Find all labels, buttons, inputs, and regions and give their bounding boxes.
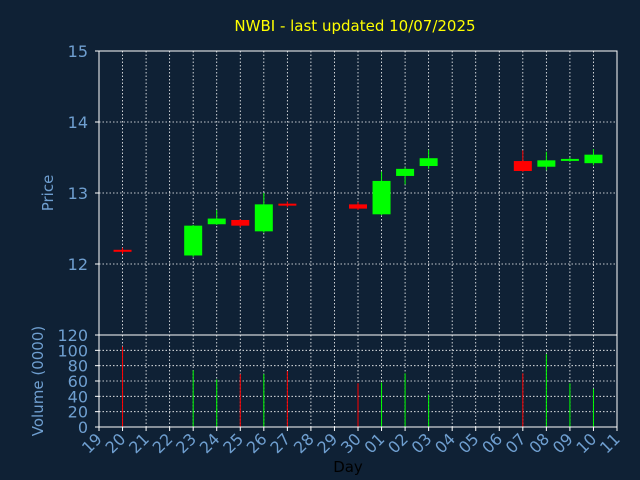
price-axis-label: Price bbox=[39, 175, 57, 212]
price-tick-label: 13 bbox=[68, 184, 88, 203]
candle-body bbox=[207, 218, 226, 225]
candle-body bbox=[278, 203, 297, 206]
candle-body bbox=[419, 158, 438, 167]
candle-body bbox=[113, 249, 132, 252]
volume-tick-label: 20 bbox=[68, 403, 88, 422]
volume-tick-label: 100 bbox=[57, 341, 88, 360]
candle-body bbox=[396, 168, 415, 176]
volume-tick-label: 60 bbox=[68, 372, 88, 391]
candle-body bbox=[184, 225, 203, 256]
candle-body bbox=[513, 161, 532, 171]
candle-body bbox=[349, 204, 367, 209]
price-panel: 12 13 14 15 bbox=[68, 42, 618, 336]
volume-tick-label: 80 bbox=[68, 357, 88, 376]
candle-body bbox=[537, 160, 556, 167]
chart-title: NWBI - last updated 10/07/2025 bbox=[234, 17, 475, 35]
candle-body bbox=[560, 158, 579, 161]
volume-tick-label: 40 bbox=[68, 387, 88, 406]
x-axis-label: Day bbox=[333, 458, 363, 476]
volume-tick-label: 0 bbox=[78, 418, 88, 437]
candle-body bbox=[231, 219, 250, 226]
price-tick-label: 12 bbox=[68, 255, 88, 274]
candle-body bbox=[584, 154, 603, 164]
candle-body bbox=[372, 180, 391, 215]
candle-body bbox=[254, 204, 273, 232]
volume-tick-label: 120 bbox=[57, 326, 88, 345]
price-tick-label: 15 bbox=[68, 42, 88, 61]
price-tick-label: 14 bbox=[68, 113, 88, 132]
volume-axis-label: Volume (0000) bbox=[29, 326, 47, 436]
